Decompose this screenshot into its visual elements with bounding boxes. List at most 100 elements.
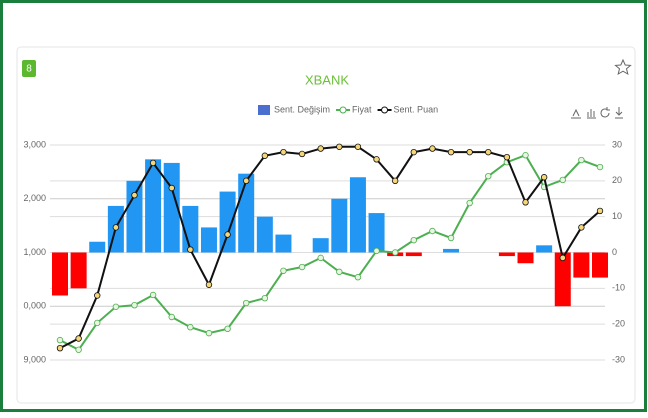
point [75,335,82,342]
tool-bar[interactable] [587,109,596,119]
legend-label: Fiyat [352,104,372,114]
point [410,236,417,244]
point [205,329,213,337]
bar [349,177,366,253]
point [317,145,324,152]
point [447,234,455,242]
bar [163,162,180,253]
y2-tick-label: 30 [612,139,622,149]
point [56,336,64,344]
point [168,184,175,192]
badge: 8 [26,64,32,75]
point [596,207,604,215]
point [317,254,324,262]
bar [70,252,87,289]
point [261,294,269,302]
bar [331,198,348,253]
y2-tick-label: 10 [612,211,622,221]
point [485,172,492,180]
point [373,156,380,163]
point [410,148,417,156]
point [261,152,269,159]
legend-swatch [258,105,270,115]
point [429,145,436,152]
point [336,268,343,276]
bar [498,252,515,257]
point [336,143,343,150]
toolbox [571,107,623,119]
bar [573,252,590,278]
point [94,292,101,299]
point [522,152,529,159]
point [298,150,306,158]
point [149,159,157,167]
bar [126,180,143,253]
point [354,143,362,150]
point [578,156,585,164]
point [243,177,250,185]
point [112,224,120,231]
bar [238,173,255,253]
point [391,177,399,185]
bar [368,213,385,253]
bar [52,252,68,296]
bar [312,238,329,253]
point [354,274,362,281]
tool-save[interactable] [615,107,623,119]
point [224,325,231,333]
legend-label: Sent. Puan [394,104,439,114]
line [59,153,601,352]
y-tick-label: 2,000 [23,193,46,203]
point [429,227,436,235]
legend-label: Sent. Değişim [274,104,330,114]
legend-swatch [339,106,347,114]
line [59,145,601,350]
legend-swatch [381,106,389,114]
point [522,199,529,206]
y2-tick-label: -30 [612,354,625,364]
point [559,254,566,262]
bar [182,205,199,253]
bar [89,241,106,253]
y2-tick-label: 0 [612,247,617,257]
tool-restore[interactable] [600,107,610,118]
point [112,303,120,310]
y-tick-label: 3,000 [23,139,46,149]
point [243,299,250,307]
point [447,148,455,156]
point [578,224,585,231]
point [466,199,473,207]
bar [256,216,273,253]
point [56,344,64,352]
y2-tick-label: -10 [612,283,625,293]
point [485,148,492,156]
point [224,231,231,238]
bar [536,245,553,253]
legend-item[interactable]: Sent. Puan [377,104,439,114]
legend-item[interactable]: Sent. Değişim [258,104,330,115]
y2-tick-label: 20 [612,175,622,185]
point [131,191,138,199]
bar [275,234,292,253]
legend-item[interactable]: Fiyat [336,104,372,114]
point [75,346,82,353]
point [503,153,511,161]
star-icon[interactable] [614,58,632,76]
bar [405,252,422,257]
y-tick-label: 1,000 [23,247,46,257]
point [187,324,194,331]
point [373,247,380,255]
point [596,163,604,171]
bar [554,252,571,307]
bar [200,227,217,253]
tool-line[interactable] [571,108,581,119]
point [280,267,287,274]
point [168,313,175,321]
bar [443,248,460,253]
point [94,319,101,327]
point [149,291,157,299]
point [205,281,213,288]
point [187,246,194,253]
